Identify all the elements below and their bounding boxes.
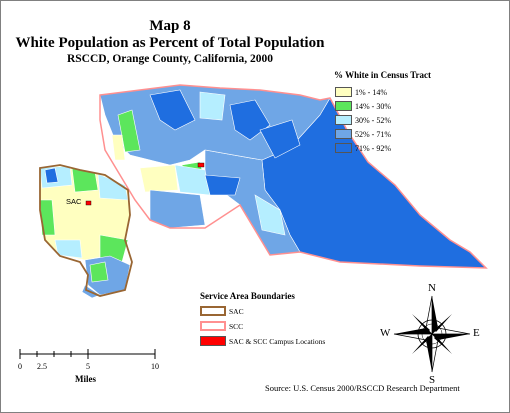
service-area-item: SCC [200,320,243,332]
tract-scc-mid-dark [204,174,241,196]
tract-scc-mid-yellow [139,164,179,193]
tract-scc-ne3 [259,119,301,159]
service-area-swatch [200,321,226,331]
compass-east-label: E [473,327,480,339]
tract-scc-mid-medium [149,189,206,229]
legend-title: % White in Census Tract [334,70,432,80]
source-credit: Source: U.S. Census 2000/RSCCD Research … [265,383,460,393]
sac-boundary [39,164,133,297]
scc-region [99,84,488,269]
scale-units: Miles [75,374,96,384]
scc-campus-marker [197,162,205,168]
legend-label: 71% - 92% [355,143,391,153]
service-area-swatch [200,306,226,316]
scale-tick-label: 10 [151,362,159,371]
map-title: Map 8 [149,18,191,34]
legend-label: 14% - 30% [355,101,391,111]
sac-map-label: SAC [66,197,82,206]
tract-sac-w-green [39,199,56,236]
legend-swatch [335,101,352,111]
legend-swatch [335,143,352,153]
legend-item: 71% - 92% [335,142,391,154]
tract-scc-n-yellow [111,134,126,161]
service-area-label: SCC [229,321,244,331]
legend-item: 30% - 52% [335,114,391,126]
scale-tick-label: 5 [86,362,90,371]
tract-scc-s-light [254,194,286,236]
service-area-label: SAC & SCC Campus Locations [229,336,326,346]
legend-item: 52% - 71% [335,128,391,140]
scale-tick-label: 2.5 [37,362,47,371]
service-area-label: SAC [229,306,244,316]
tract-sac-sw-light [54,239,83,259]
tract-scc-n-light [199,91,226,121]
compass-south-label: S [429,374,436,386]
compass-west-label: W [380,327,391,339]
scc-boundary [99,84,488,269]
legend-label: 52% - 71% [355,129,391,139]
sac-region [39,164,133,299]
tract-sac-south-green [89,261,109,283]
compass-north-label: N [428,282,436,294]
scale-tick-label: 0 [18,362,22,371]
legend-swatch [335,129,352,139]
service-area-item: SAC [200,305,244,317]
legend-item: 1% - 14% [335,86,387,98]
service-area-item: SAC & SCC Campus Locations [200,335,325,347]
map-subsubtitle: RSCCD, Orange County, California, 2000 [66,53,274,65]
legend-item: 14% - 30% [335,100,391,112]
legend-label: 30% - 52% [355,115,391,125]
tract-scc-ne1 [149,89,196,131]
scale-bar [19,349,156,359]
service-area-swatch [200,336,226,346]
service-area-title: Service Area Boundaries [200,291,295,301]
legend-swatch [335,87,352,97]
compass-rose-icon [393,295,471,373]
sac-campus-marker [85,200,92,206]
legend-swatch [335,115,352,125]
legend-label: 1% - 14% [355,87,387,97]
tract-sac-nw-dark [44,167,59,184]
map-subtitle: White Population as Percent of Total Pop… [15,35,325,51]
